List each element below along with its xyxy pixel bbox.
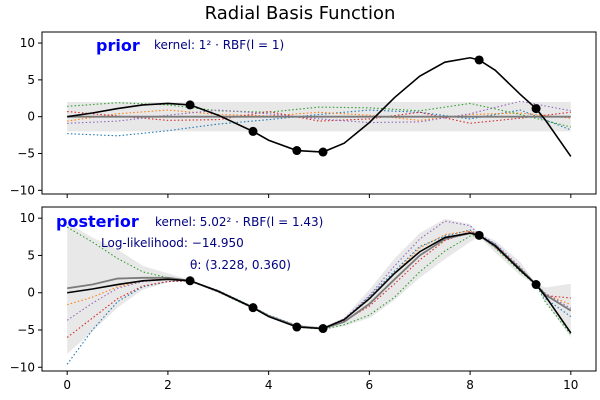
- prior-y-tick-label: 5: [27, 73, 35, 87]
- posterior-observation-point: [248, 303, 258, 313]
- prior-true-function-line: [67, 56, 572, 157]
- x-tick-label: 0: [63, 378, 71, 392]
- prior-y-tick-label: −5: [17, 147, 35, 161]
- x-tick-label: 6: [366, 378, 374, 392]
- prior-y-tick-label: 0: [27, 110, 35, 124]
- x-tick-label: 4: [265, 378, 273, 392]
- prior-observation-point: [292, 146, 302, 156]
- posterior-annotation-3: θ: (3.228, 0.360): [190, 258, 291, 272]
- prior-observation-point: [474, 55, 484, 65]
- posterior-panel-label: posterior: [56, 212, 139, 231]
- x-tick-label: 2: [164, 378, 172, 392]
- prior-annotation-1: kernel: 1² · RBF(l = 1): [154, 38, 284, 52]
- prior-sample-line-3: [67, 102, 571, 128]
- posterior-observation-point: [474, 230, 484, 240]
- prior-sample-line-5: [67, 100, 571, 124]
- posterior-observation-point: [185, 276, 195, 286]
- prior-y-tick-label: −10: [10, 183, 35, 197]
- posterior-annotation-1: kernel: 5.02² · RBF(l = 1.43): [155, 215, 323, 229]
- prior-axes-frame: [41, 31, 597, 195]
- x-tick-label: 8: [466, 378, 474, 392]
- posterior-plot-area: [66, 218, 572, 365]
- posterior-y-tick-label: 5: [27, 248, 35, 262]
- chart-title: Radial Basis Function: [205, 3, 396, 24]
- posterior-observation-point: [531, 280, 541, 290]
- posterior-observation-point: [318, 324, 328, 334]
- posterior-y-tick-label: 10: [20, 211, 35, 225]
- prior-observation-point: [185, 100, 195, 110]
- posterior-y-tick-label: −10: [10, 360, 35, 374]
- x-tick-label: 10: [563, 378, 578, 392]
- prior-sample-line-2: [67, 109, 571, 122]
- prior-observation-point: [318, 147, 328, 157]
- prior-panel-label: prior: [96, 36, 140, 55]
- posterior-uncertainty-band: [67, 218, 571, 354]
- posterior-sample-line-3: [66, 226, 572, 335]
- prior-observation-point: [531, 104, 541, 114]
- posterior-axes-frame: [41, 206, 597, 372]
- posterior-annotation-2: Log-likelihood: −14.950: [101, 236, 244, 250]
- posterior-sample-line-5: [66, 220, 572, 330]
- posterior-y-tick-label: 0: [27, 286, 35, 300]
- prior-y-tick-label: 10: [20, 36, 35, 50]
- posterior-panel: 0 2 4 6 8 10 10 5 0 −5 −10 posterior kernel: 5.02² ·…: [10, 206, 597, 392]
- prior-observation-point: [248, 126, 258, 136]
- posterior-y-tick-label: −5: [17, 323, 35, 337]
- posterior-observation-point: [292, 322, 302, 332]
- prior-panel: 10 5 0 −5 −10 prior kernel: 1² · RBF(l = 1): [10, 31, 597, 198]
- posterior-true-function-line: [67, 232, 572, 334]
- prior-plot-area: [67, 55, 572, 157]
